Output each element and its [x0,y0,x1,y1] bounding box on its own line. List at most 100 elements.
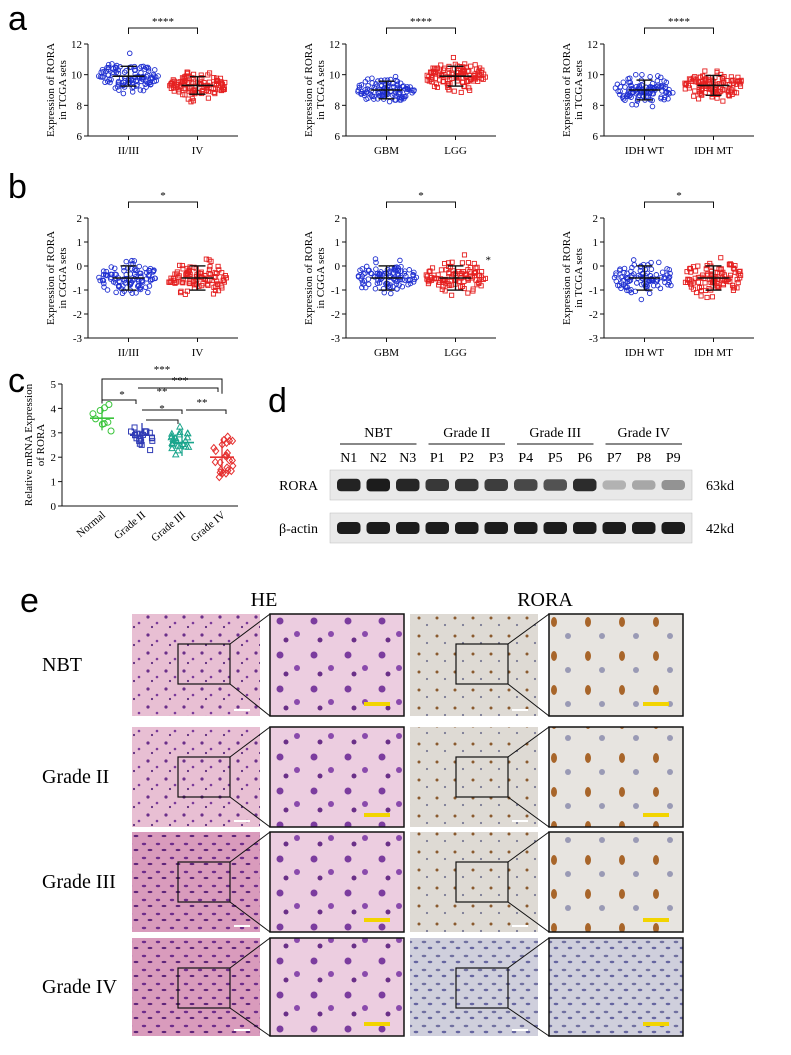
blot-band [366,478,390,492]
scale-bar-yellow [643,702,669,706]
lane-label: N1 [340,451,357,466]
protein-label: β-actin [279,522,318,537]
series-points [423,252,488,298]
y-axis-label-2: in TCGA sets [573,248,585,308]
lane-label: P2 [459,451,474,466]
y-tick-label: -1 [589,285,598,297]
group-label: NBT [364,426,392,441]
blot-band [514,522,538,534]
y-axis-label: Expression of RORA [303,43,315,137]
y-axis-label: Expression of RORA [45,43,57,137]
micrograph [269,613,405,717]
y-tick-label: 3 [51,428,57,440]
y-tick-label: 2 [77,213,83,225]
blot-band [661,480,685,490]
y-axis-label: Expression of RORA [561,43,573,137]
blot-band [514,479,538,491]
blot-band [543,522,567,534]
panel-d-western-blot: NBT Grade II Grade III Grade IV N1 N2 N3 P1 P2 P3… [279,426,734,544]
blot-band [455,522,479,534]
y-tick-label: 4 [51,403,57,415]
blot-band [573,478,597,492]
series-points [682,68,744,104]
blot-band [396,522,420,534]
lane-label: P6 [577,451,592,466]
blot-band [425,522,449,534]
panel-e-histology: HE RORA NBT Grade II Grade III Grade IV [42,589,684,1037]
y-tick-label: 0 [335,261,341,273]
blot-band [396,478,420,492]
scale-bar [512,820,528,822]
blot-band [337,478,361,492]
lane-label: P5 [548,451,563,466]
col-header-he: HE [251,589,278,611]
x-tick-label: II/III [118,347,140,359]
blot-band [573,522,597,534]
lane-label: P7 [607,451,622,466]
micrograph [410,614,538,716]
x-tick-label: LGG [444,347,467,359]
scale-bar [234,925,250,927]
micrograph [410,832,538,932]
scale-bar [234,820,250,822]
x-tick-label: IDH MT [694,145,733,157]
panel-e-label: e [20,582,39,620]
x-tick-label: IDH MT [694,347,733,359]
size-label: 42kd [706,522,734,537]
y-tick-label: -3 [589,333,599,345]
significance-label: ** [157,386,168,398]
x-tick-label: IV [192,145,204,157]
y-tick-label: 2 [593,213,599,225]
y-tick-label: 1 [77,237,83,249]
series-points [611,257,674,303]
micrograph [132,614,260,716]
y-tick-label: 1 [593,237,599,249]
significance-label: * [676,190,682,202]
y-axis-label-2: in CGGA sets [315,247,327,308]
series-points [167,69,228,105]
y-axis-label: Expression of RORA [45,231,57,325]
significance-label: * [418,190,424,202]
micrograph [410,938,538,1036]
y-tick-label: 0 [77,261,83,273]
y-tick-label: -3 [73,333,83,345]
inset-box [177,861,231,903]
lane-label: P1 [430,451,445,466]
significance-label: * [119,389,125,401]
scale-bar-yellow [364,1022,390,1026]
blot-band [543,479,567,491]
scale-bar [234,709,250,711]
micrograph [548,937,684,1037]
micrograph [269,937,405,1037]
row-label: NBT [42,654,82,676]
group-label: Grade IV [618,426,670,441]
blot-band [602,480,626,490]
y-axis-label: Expression of RORA [561,231,573,325]
lane-label: P9 [666,451,681,466]
group-label: Grade II [443,426,490,441]
significance-label: *** [154,364,171,376]
blot-band [337,522,361,534]
significance-label: **** [668,16,690,28]
significance-label: **** [152,16,174,28]
lane-label: N2 [370,451,387,466]
micrograph [132,727,260,827]
y-tick-label: 10 [71,70,83,82]
panel-c-plot: Relative mRNA Expression of RORA 5 4 3 2 1 0 Nor… [23,364,238,545]
blot-band [484,522,508,534]
scale-bar [512,709,528,711]
inset-box [177,756,231,798]
y-tick-label: 1 [51,477,57,489]
panel-d-label: d [268,382,287,420]
scatter-plot: Expression of RORA in CGGA sets 2 1 0 -1 -2 -3 I… [45,190,238,359]
y-tick-label: -1 [73,285,82,297]
y-axis-label: Relative mRNA Expression [23,383,35,506]
y-tick-label: 8 [77,100,83,112]
inset-box [177,967,231,1009]
inset-box [455,756,509,798]
scale-bar-yellow [364,918,390,922]
x-tick-label: Normal [74,509,107,540]
scatter-plot: Expression of RORA in CGGA sets 2 1 0 -1 -2 -3 G… [303,190,496,359]
